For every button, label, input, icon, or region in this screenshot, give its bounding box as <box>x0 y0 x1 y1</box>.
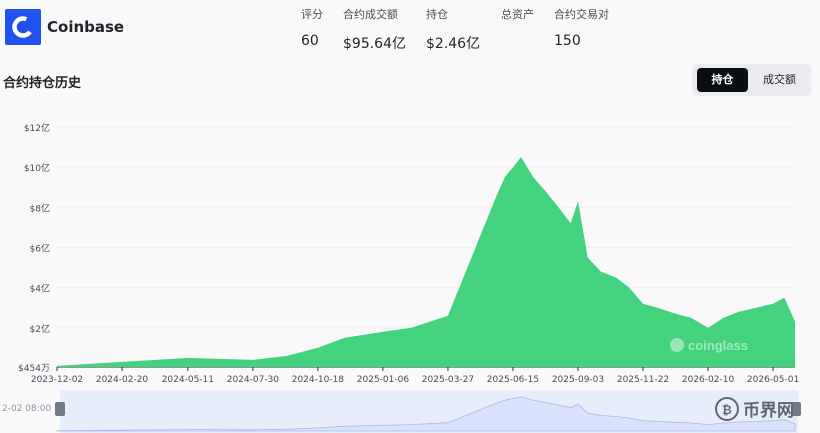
y-tick-label: $2亿 <box>30 323 50 335</box>
y-tick-label: $4亿 <box>30 283 50 295</box>
x-tick-label: 2025-03-27 <box>422 375 474 385</box>
stat-value: $95.64亿 <box>343 36 406 52</box>
y-tick-label: $8亿 <box>30 202 50 214</box>
x-tick-label: 2024-02-20 <box>96 375 149 385</box>
y-tick-label: $6亿 <box>30 242 50 254</box>
stat-rating: 评分 60 <box>301 6 323 49</box>
chart-toggle: 持仓 成交额 <box>692 64 811 96</box>
x-tick-label: 2023-12-02 <box>31 375 83 385</box>
corner-watermark-text: 币界网 <box>743 401 794 421</box>
x-tick-label: 2024-10-18 <box>292 375 345 385</box>
open-interest-area <box>57 157 795 367</box>
navigator-right-handle[interactable] <box>791 402 801 416</box>
app-name: Coinbase <box>47 18 125 36</box>
stat-value: 150 <box>554 33 581 49</box>
stat-volume: 合约成交额 $95.64亿 <box>343 6 406 53</box>
y-tick-label: $454万 <box>18 364 50 374</box>
chart-watermark: coinglass <box>670 338 748 353</box>
x-tick-label: 2024-05-11 <box>162 375 214 385</box>
stat-value: 60 <box>301 33 319 49</box>
x-tick-label: 2025-06-15 <box>487 375 539 385</box>
stat-pairs: 合约交易对 150 <box>554 6 609 49</box>
chart-grid <box>57 126 795 329</box>
coinbase-logo <box>5 9 41 45</box>
y-tick-label: $12亿 <box>24 122 50 134</box>
stat-label: 总资产 <box>501 8 534 21</box>
coinbase-c-icon <box>12 16 34 38</box>
navigator-left-handle[interactable] <box>55 402 65 416</box>
stat-label: 评分 <box>301 8 323 21</box>
navigator[interactable]: 2-02 08:00 <box>2 390 801 433</box>
watermark-text: coinglass <box>688 338 748 353</box>
tab-open-interest[interactable]: 持仓 <box>697 68 748 92</box>
stat-label: 合约交易对 <box>554 8 609 21</box>
stat-value: $2.46亿 <box>426 36 481 52</box>
x-tick-label: 2025-09-03 <box>552 375 604 385</box>
x-tick-label: 2025-01-06 <box>357 375 410 385</box>
stat-total-assets: 总资产 <box>501 6 534 33</box>
navigator-area <box>56 396 796 432</box>
x-tick-label: 2024-07-30 <box>227 375 280 385</box>
x-axis: 2023-12-02 2024-02-20 2024-05-11 2024-07-30… <box>31 367 799 385</box>
x-tick-label: 2026-02-10 <box>682 375 735 385</box>
section-title: 合约持仓历史 <box>3 76 82 91</box>
x-tick-label: 2025-11-22 <box>617 375 669 385</box>
coinglass-logo-icon <box>670 338 684 352</box>
tab-volume[interactable]: 成交额 <box>763 73 796 86</box>
corner-watermark: ₿ 币界网 <box>715 397 794 421</box>
navigator-left-label: 2-02 08:00 <box>2 404 51 414</box>
stat-open-interest: 持仓 $2.46亿 <box>426 6 480 53</box>
bjw-logo-icon <box>715 397 739 421</box>
x-tick-label: 2026-05-01 <box>747 375 799 385</box>
stat-label: 合约成交额 <box>343 8 398 21</box>
y-tick-label: $10亿 <box>24 162 50 174</box>
stat-label: 持仓 <box>426 8 448 21</box>
bjw-logo-glyph: ₿ <box>722 403 732 417</box>
